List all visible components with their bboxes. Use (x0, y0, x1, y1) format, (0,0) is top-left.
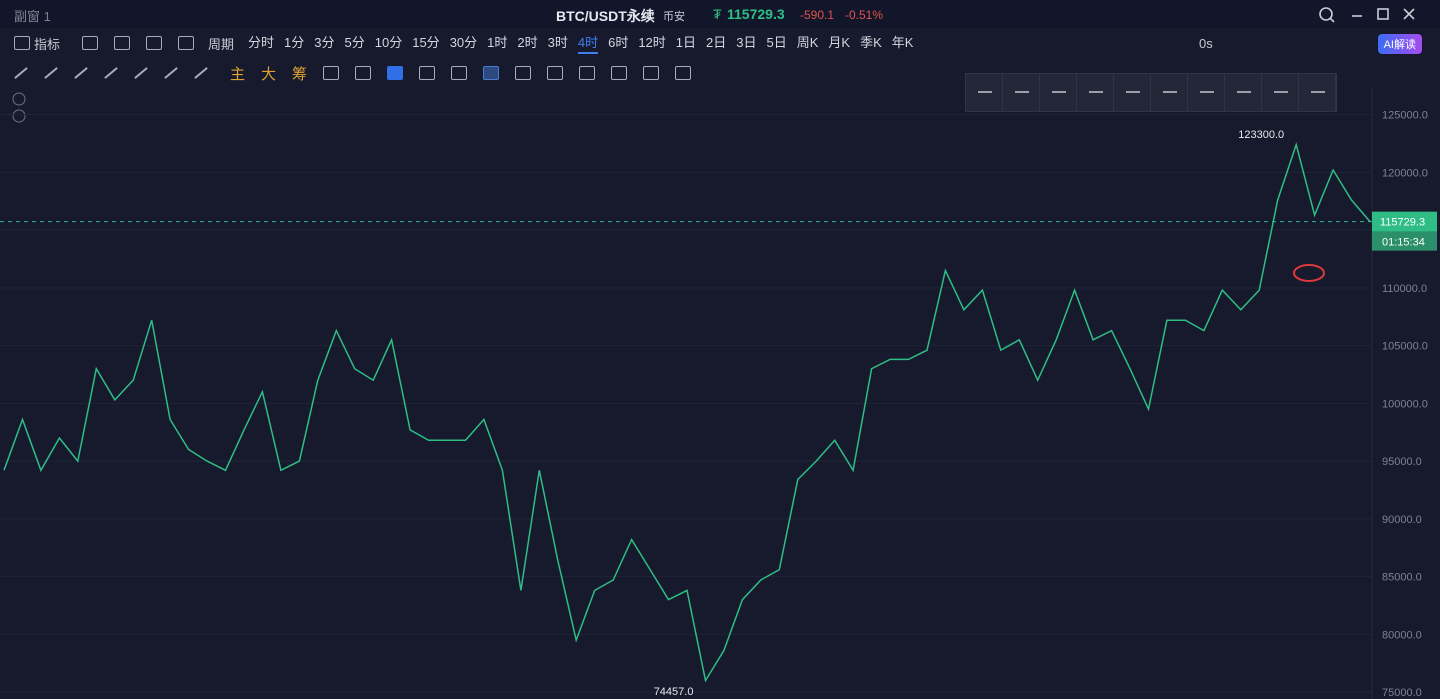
tool[interactable] (1151, 74, 1188, 111)
interval-button[interactable]: 4时 (577, 32, 599, 54)
tool[interactable] (966, 74, 1003, 111)
tool[interactable] (1262, 74, 1299, 111)
currency: ₮ (713, 6, 722, 22)
main-button[interactable]: 主 (230, 65, 246, 83)
change: -590.1 (800, 8, 835, 22)
tool[interactable] (355, 66, 372, 80)
chart: 75000.0 80000.0 85000.0 90000.0 95000.0 10000… (0, 88, 1437, 699)
price-line (3, 141, 1371, 683)
tool[interactable] (579, 66, 596, 80)
refresh: 0s (1199, 36, 1213, 51)
tool[interactable] (451, 66, 468, 80)
tool[interactable] (323, 66, 340, 80)
indicator-icon (14, 36, 30, 50)
high-label: 123300.0 (1238, 129, 1284, 141)
y-tick-label: 85000.0 (1382, 572, 1422, 584)
interval-button[interactable]: 5日 (766, 35, 787, 50)
interval-button[interactable]: 1时 (487, 35, 508, 50)
tool-active[interactable] (387, 66, 404, 80)
tool[interactable] (1040, 74, 1077, 111)
y-tick-label: 95000.0 (1382, 456, 1422, 468)
interval-button[interactable]: 分时 (248, 35, 275, 50)
tool[interactable] (194, 67, 208, 79)
y-tick-label: 105000.0 (1382, 341, 1428, 353)
intervals: 分时 1分 3分 5分 10分 15分 30分 1时 2时 3时 4时 6时 12时 1日 2日 3日 5日 周K… (248, 32, 923, 54)
tool[interactable] (164, 67, 178, 79)
tool[interactable] (44, 67, 58, 79)
ai-button[interactable]: AI解读 (1377, 34, 1422, 54)
expand-icon[interactable] (12, 109, 26, 123)
y-tick-label: 120000.0 (1382, 167, 1428, 179)
tool[interactable] (104, 67, 118, 79)
title-bar: 副窗 1 BTC/USDT永续 币安 ₮ 115729.3 -590.1 -0.… (0, 0, 1440, 28)
countdown-label: 01:15:34 (1382, 237, 1425, 249)
interval-button[interactable]: 1日 (675, 35, 697, 50)
interval-button[interactable]: 2时 (517, 35, 538, 50)
interval-button[interactable]: 周K (796, 35, 819, 50)
back-icon[interactable] (146, 36, 163, 50)
drawn-ellipse (1293, 264, 1325, 282)
tool[interactable] (1114, 74, 1151, 111)
expand-icon[interactable] (12, 92, 26, 106)
interval-button[interactable]: 12时 (638, 35, 666, 50)
interval-button[interactable]: 1分 (284, 35, 305, 50)
tool[interactable] (74, 67, 88, 79)
interval-button[interactable]: 月K (828, 35, 851, 50)
interval-button[interactable]: 30分 (449, 35, 478, 50)
floating-draw-toolbar (965, 73, 1337, 112)
change-pct: -0.51% (845, 8, 884, 22)
tool[interactable] (515, 66, 532, 80)
tool[interactable] (134, 67, 148, 79)
tool[interactable] (14, 67, 28, 79)
period-toolbar: 指标 周期 分时 1分 3分 5分 10分 15分 30分 1时 2时 3时 4时 6时 12时 1日 2日… (0, 28, 1440, 58)
interval-button[interactable]: 5分 (344, 35, 365, 50)
y-tick-label: 110000.0 (1382, 283, 1427, 295)
big-button[interactable]: 大 (261, 65, 277, 83)
low-label: 74457.0 (654, 686, 694, 698)
window-title: 副窗 1 (14, 9, 51, 24)
exchange: 币安 (663, 11, 685, 23)
layout-icon[interactable] (114, 36, 131, 50)
window-controls[interactable] (1316, 5, 1426, 25)
indicator-button[interactable]: 指标 (34, 36, 61, 52)
symbol: BTC/USDT永续 (556, 8, 655, 24)
chips-button[interactable]: 筹 (292, 65, 308, 83)
y-tick-label: 90000.0 (1382, 514, 1422, 526)
interval-button[interactable]: 季K (860, 35, 882, 50)
period-button[interactable]: 周期 (208, 36, 235, 52)
y-tick-label: 125000.0 (1382, 110, 1428, 122)
tool[interactable] (1225, 74, 1262, 111)
tool[interactable] (611, 66, 628, 80)
calendar-icon[interactable] (82, 36, 99, 50)
interval-button[interactable]: 10分 (374, 35, 403, 50)
tool[interactable] (419, 66, 436, 80)
tool[interactable] (547, 66, 564, 80)
tool[interactable] (675, 66, 692, 80)
tool[interactable] (1003, 74, 1040, 111)
tool[interactable] (1188, 74, 1225, 111)
interval-button[interactable]: 3分 (314, 35, 335, 50)
y-tick-label: 75000.0 (1382, 687, 1422, 699)
interval-button[interactable]: 3时 (547, 35, 568, 50)
tool-active[interactable] (483, 66, 500, 80)
interval-button[interactable]: 年K (891, 35, 914, 50)
y-tick-label: 80000.0 (1382, 629, 1422, 641)
tool[interactable] (643, 66, 660, 80)
interval-button[interactable]: 3日 (736, 35, 757, 50)
interval-button[interactable]: 15分 (412, 35, 440, 50)
chart-type-icon[interactable] (178, 36, 195, 50)
price-tag-label: 115729.3 (1380, 217, 1425, 229)
interval-button[interactable]: 2日 (706, 35, 727, 50)
drawing-toolbar: 主 大 筹 (0, 58, 1440, 88)
tool[interactable] (1299, 74, 1336, 111)
price-tag (1372, 211, 1437, 232)
tool[interactable] (1077, 74, 1114, 111)
price: 115729.3 (727, 6, 785, 22)
countdown-tag (1372, 231, 1437, 251)
y-tick-label: 100000.0 (1382, 398, 1428, 410)
interval-button[interactable]: 6时 (608, 35, 629, 50)
